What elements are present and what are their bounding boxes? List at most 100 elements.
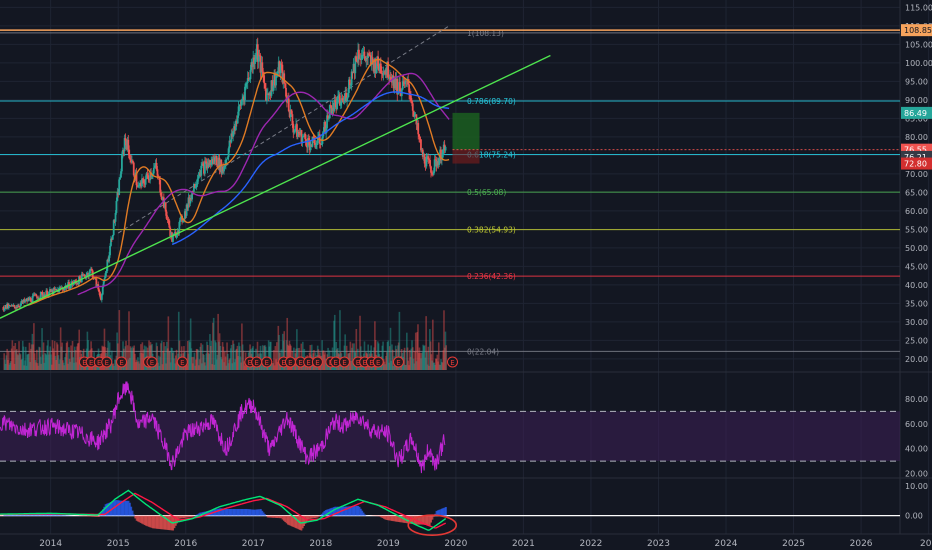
volume-bar — [243, 361, 245, 370]
candle-body — [235, 120, 238, 124]
candle-body — [186, 204, 189, 208]
y-tick-label: 45.00 — [905, 262, 928, 271]
volume-bar — [278, 335, 280, 370]
volume-bar — [37, 365, 40, 370]
volume-bar — [75, 362, 78, 370]
volume-bar — [157, 355, 160, 370]
candle-body — [283, 73, 286, 84]
macd-histogram-bar — [384, 515, 387, 520]
candle-body — [183, 211, 186, 219]
rsi-band — [0, 411, 900, 462]
macd-histogram-bar — [147, 515, 150, 527]
macd-histogram-bar — [177, 515, 180, 522]
candle-body — [142, 179, 145, 183]
volume-bar — [381, 345, 384, 370]
candle-body — [195, 184, 198, 186]
earnings-marker-label: E — [315, 359, 319, 367]
candle-body — [63, 287, 66, 291]
candle-body — [20, 300, 23, 304]
macd-histogram-bar — [270, 515, 273, 518]
volume-bar — [24, 346, 27, 370]
macd-histogram-bar — [292, 515, 295, 527]
candle-body — [177, 231, 180, 233]
candle-body — [38, 297, 41, 299]
volume-bar — [230, 344, 233, 370]
candle-body — [35, 294, 38, 297]
candle-body — [38, 298, 40, 299]
earnings-marker-label: E — [180, 359, 184, 367]
macd-histogram-bar — [207, 510, 210, 516]
candle-body — [277, 61, 280, 72]
volume-bar — [155, 342, 158, 370]
volume-bar — [41, 328, 43, 370]
volume-bar — [252, 364, 255, 370]
candle-body — [218, 157, 221, 171]
volume-bar — [46, 345, 49, 370]
macd-histogram-bar — [223, 508, 226, 516]
candle-body — [389, 76, 391, 80]
candle-body — [258, 55, 261, 57]
volume-bar — [332, 365, 335, 370]
macd-histogram-bar — [230, 508, 233, 516]
volume-bar — [67, 363, 69, 370]
volume-bar — [383, 361, 386, 370]
candle-body — [267, 93, 270, 96]
macd-histogram-bar — [39, 514, 42, 516]
candle-body — [190, 198, 193, 200]
macd-histogram-bar — [250, 509, 253, 516]
candle-body — [26, 298, 28, 302]
volume-bar — [131, 346, 134, 370]
volume-bar — [40, 363, 43, 370]
candle-body — [62, 289, 65, 291]
volume-bar — [186, 341, 189, 370]
volume-bar — [288, 340, 291, 370]
candle-body — [339, 103, 342, 106]
candle-body — [295, 124, 297, 131]
macd-histogram-bar — [162, 515, 165, 530]
candle-body — [407, 79, 410, 85]
macd-histogram-bar — [305, 515, 308, 522]
volume-bar — [235, 349, 237, 370]
macd-histogram-bar — [220, 508, 223, 516]
macd-histogram-bar — [391, 515, 393, 521]
volume-bar — [36, 349, 38, 370]
volume-bar — [13, 363, 16, 370]
candle-body — [146, 173, 149, 176]
candle-body — [430, 172, 433, 174]
macd-histogram-bar — [381, 515, 384, 519]
candle-body — [118, 179, 121, 195]
candle-body — [147, 175, 150, 180]
candle-body — [175, 235, 178, 238]
volume-bar — [78, 329, 81, 370]
candle-body — [255, 55, 257, 60]
macd-histogram-bar — [135, 515, 138, 521]
candle-body — [8, 305, 11, 307]
candle-body — [250, 62, 253, 70]
macd-histogram-bar — [347, 506, 350, 516]
volume-bar — [351, 347, 353, 370]
volume-bar — [200, 363, 203, 370]
volume-bar — [367, 344, 369, 370]
volume-bar — [321, 340, 323, 370]
macd-histogram-bar — [357, 505, 360, 516]
candle-body — [368, 53, 370, 56]
volume-bar — [419, 352, 421, 370]
macd-histogram-bar — [153, 515, 156, 529]
volume-bar — [344, 334, 346, 370]
macd-histogram-bar — [345, 506, 347, 516]
candle-body — [79, 276, 81, 280]
candle-body — [342, 100, 345, 103]
candle-body — [222, 166, 225, 172]
volume-bar — [30, 348, 32, 370]
volume-bar — [70, 345, 72, 370]
macd-histogram-bar — [188, 515, 191, 518]
macd-histogram-bar — [154, 515, 157, 529]
volume-bar — [68, 358, 71, 370]
macd-histogram-bar — [349, 506, 351, 516]
candle-body — [18, 306, 21, 308]
volume-bar — [302, 365, 305, 370]
macd-histogram-bar — [288, 515, 291, 526]
volume-bar — [154, 365, 156, 370]
volume-bar — [30, 344, 33, 370]
candle-body — [438, 158, 441, 165]
